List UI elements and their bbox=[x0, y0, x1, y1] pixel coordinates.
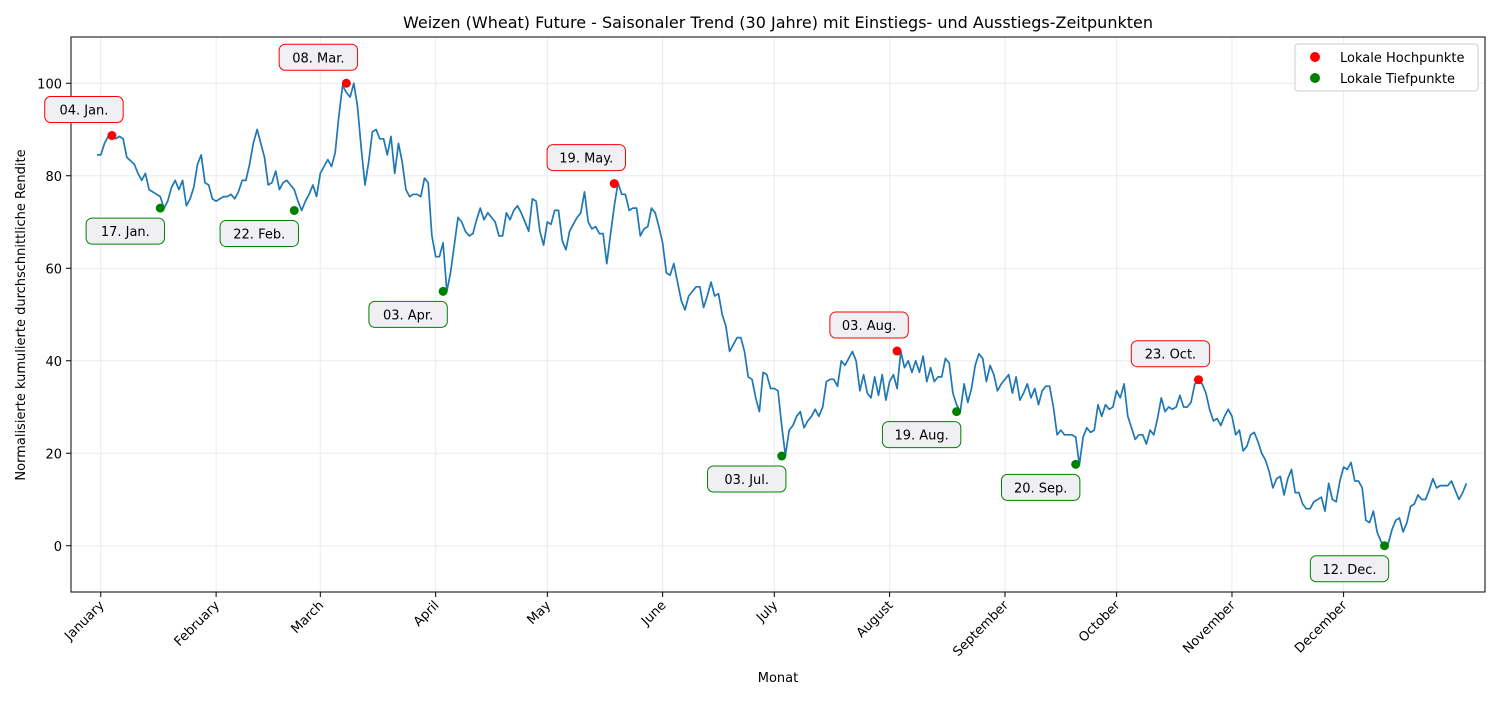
low-point-label-box bbox=[219, 219, 299, 247]
low-point-marker bbox=[1071, 459, 1081, 469]
legend-marker-low bbox=[1310, 73, 1320, 83]
plot-area bbox=[97, 78, 1468, 551]
y-tick-label: 40 bbox=[45, 355, 62, 370]
low-point-label: 19. Aug. bbox=[894, 429, 948, 444]
high-point-marker bbox=[892, 346, 902, 356]
high-point-marker bbox=[609, 179, 619, 189]
low-point-label: 22. Feb. bbox=[233, 227, 285, 242]
low-point-marker bbox=[289, 205, 299, 215]
low-point-marker bbox=[1380, 541, 1390, 551]
low-point-marker bbox=[155, 203, 165, 213]
x-axis-label: Monat bbox=[758, 671, 798, 686]
plot-frame bbox=[70, 36, 1486, 593]
low-point-label: 20. Sep. bbox=[1014, 481, 1067, 496]
legend-label-high: Lokale Hochpunkte bbox=[1340, 51, 1464, 66]
y-tick-label: 60 bbox=[45, 262, 62, 277]
high-point-marker bbox=[341, 78, 351, 88]
low-point-label-box bbox=[881, 421, 962, 449]
low-point-label: 03. Apr. bbox=[383, 308, 433, 323]
high-point-marker bbox=[107, 131, 117, 141]
low-point-label: 03. Jul. bbox=[724, 473, 769, 488]
legend-box bbox=[1294, 43, 1479, 92]
legend: Lokale Hochpunkte Lokale Tiefpunkte bbox=[1294, 43, 1479, 92]
high-point-label: 19. May. bbox=[559, 152, 613, 167]
low-point-label-box bbox=[85, 217, 166, 245]
low-point-marker bbox=[438, 286, 448, 296]
low-point-label-box bbox=[707, 465, 787, 493]
y-tick-label: 20 bbox=[45, 447, 62, 462]
high-point-label-box bbox=[44, 96, 124, 124]
high-point-label-box bbox=[546, 144, 626, 172]
annotations: 04. Jan. 08. Mar. 19. May. 03. Aug. 23. Oct.… bbox=[44, 43, 1390, 583]
low-point-marker bbox=[777, 451, 787, 461]
high-point-label: 23. Oct. bbox=[1145, 348, 1196, 363]
high-point-label: 03. Aug. bbox=[842, 319, 896, 334]
legend-label-low: Lokale Tiefpunkte bbox=[1340, 72, 1455, 87]
y-tick-label: 0 bbox=[54, 540, 62, 555]
y-tick-label: 100 bbox=[37, 77, 62, 92]
low-point-marker bbox=[952, 407, 962, 417]
low-point-label-box bbox=[1309, 555, 1390, 583]
high-point-label-box bbox=[1130, 340, 1211, 368]
high-point-label: 08. Mar. bbox=[292, 51, 344, 66]
low-point-label-box bbox=[368, 300, 448, 328]
high-point-marker bbox=[1193, 375, 1203, 385]
high-point-label: 04. Jan. bbox=[59, 104, 108, 119]
chart-title: Weizen (Wheat) Future - Saisonaler Trend… bbox=[403, 13, 1153, 32]
high-point-label-box bbox=[278, 43, 359, 71]
low-point-label-box bbox=[1000, 473, 1081, 501]
low-point-label: 12. Dec. bbox=[1322, 563, 1376, 578]
low-point-label: 17. Jan. bbox=[101, 225, 150, 240]
legend-marker-high bbox=[1310, 52, 1320, 62]
y-tick-label: 80 bbox=[45, 170, 62, 185]
high-point-label-box bbox=[829, 311, 909, 339]
y-axis-label: Normalisierte kumulierte durchschnittlic… bbox=[14, 149, 29, 480]
